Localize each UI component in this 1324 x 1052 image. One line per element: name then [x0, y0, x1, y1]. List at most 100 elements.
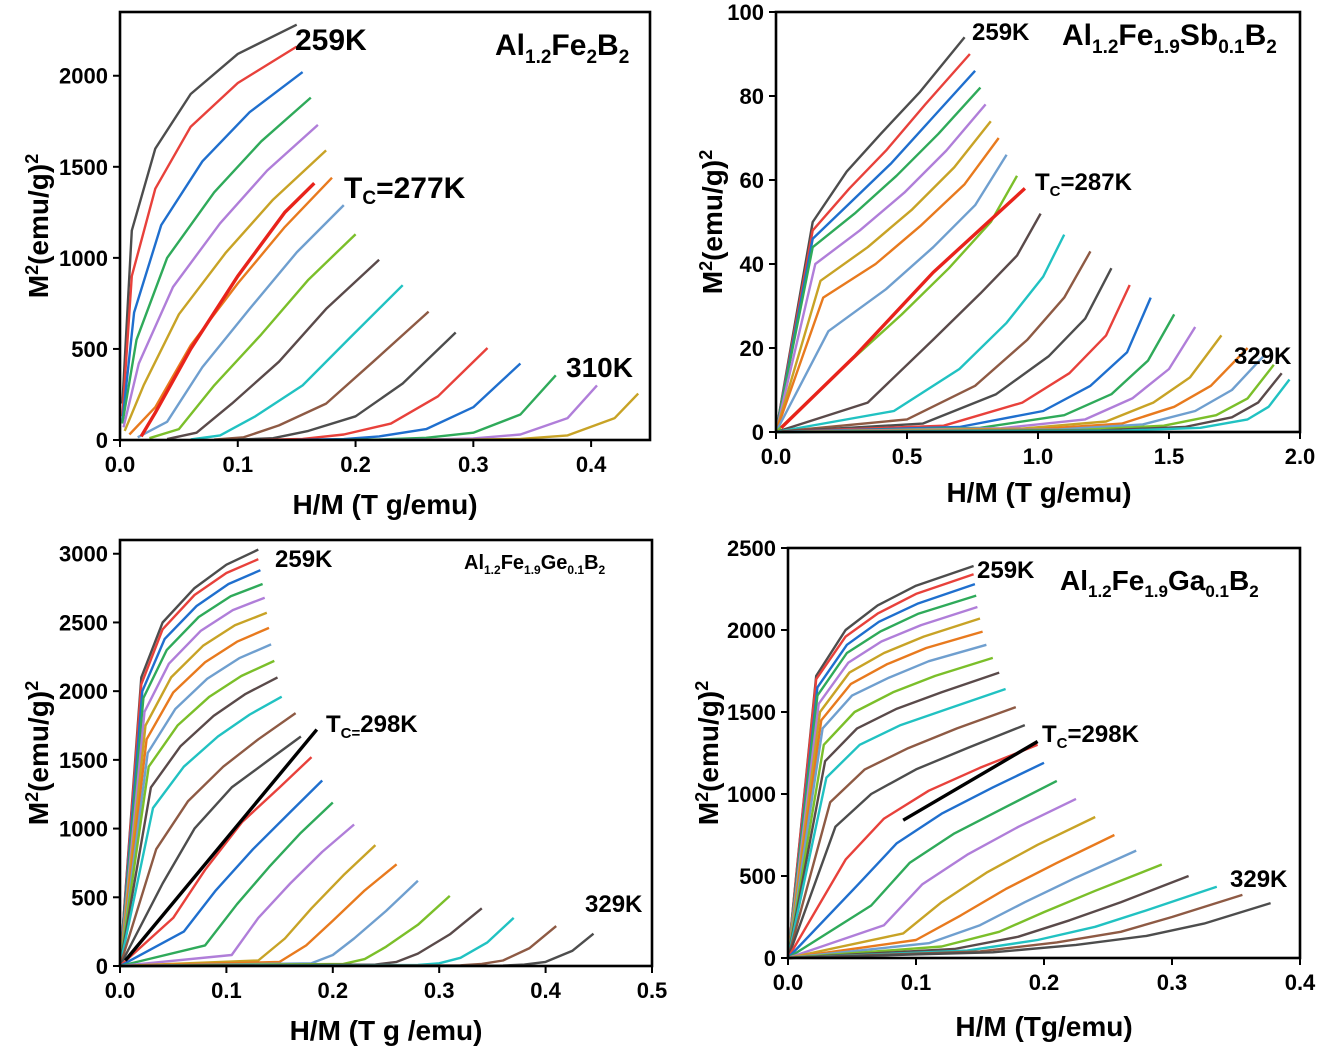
x-tick-label: 0.4 [576, 452, 607, 477]
x-tick-label: 0.0 [761, 444, 792, 469]
series-line-13 [118, 735, 302, 967]
x-axis-label: H/M (T g/emu) [946, 477, 1131, 508]
panel-4: 0.0 0.1 0.2 0.3 0.4 0 500 1000 1500 2000 2500 H/M (… [692, 536, 1316, 1042]
panel-2: 0.0 0.5 1.0 1.5 2.0 0 20 40 60 80 100 H/M (T g/emu)… [696, 0, 1315, 508]
x-tick-label: 1.0 [1023, 444, 1054, 469]
series-line-17 [119, 823, 355, 968]
series-line-7 [774, 137, 1000, 433]
tc-label: TC=277K [344, 172, 466, 209]
y-tick-label: 2500 [59, 610, 108, 635]
series-line-23 [119, 917, 515, 968]
series-line-20 [787, 849, 1137, 960]
series-line-16 [119, 801, 334, 968]
series-line-9 [149, 233, 357, 440]
tc-line [780, 187, 1027, 430]
series-line-10 [166, 258, 380, 441]
y-tick-label: 0 [96, 954, 108, 979]
y-tick-label: 1000 [727, 782, 776, 807]
y-axis-label: M2(emu/g)2 [22, 681, 54, 825]
temp-high-label: 329K [1230, 866, 1288, 893]
series-line-6 [786, 617, 981, 959]
series-line-5 [774, 103, 987, 433]
series-line-8 [774, 154, 1008, 433]
temp-low-label: 259K [275, 546, 333, 573]
x-tick-label: 2.0 [1285, 444, 1316, 469]
y-tick-label: 2000 [59, 679, 108, 704]
x-axis-label: H/M (T g /emu) [290, 1015, 483, 1046]
temp-low-label: 259K [977, 557, 1035, 584]
x-tick-label: 0.0 [105, 452, 136, 477]
temp-high-label: 310K [566, 352, 633, 383]
plot-frame [786, 546, 1302, 960]
series-line-16 [787, 779, 1058, 960]
y-tick-label: 1500 [59, 748, 108, 773]
series-line-5 [118, 596, 266, 967]
series-line-17 [787, 797, 1077, 960]
panel-3: 0.0 0.1 0.2 0.3 0.4 0.5 0 500 1000 1500 2000 2500 30… [22, 538, 667, 1046]
x-tick-label: 0.2 [340, 452, 371, 477]
x-tick-label: 1.5 [1154, 444, 1185, 469]
x-tick-label: 0.4 [530, 978, 561, 1003]
x-tick-label: 0.3 [458, 452, 489, 477]
series-line-22 [775, 372, 1283, 434]
series-line-4 [786, 594, 977, 959]
series-line-2 [786, 573, 974, 959]
temp-low-label: 259K [972, 19, 1030, 46]
y-tick-label: 2000 [59, 64, 108, 89]
x-tick-label: 0.5 [892, 444, 923, 469]
series-line-10 [786, 671, 1000, 959]
series-line-12 [786, 705, 1017, 959]
series-line-2 [774, 53, 971, 433]
x-tick-label: 0.2 [318, 978, 349, 1003]
series-line-3 [774, 69, 976, 433]
y-tick-label: 500 [739, 864, 776, 889]
series-line-22 [787, 874, 1190, 960]
series-line-2 [121, 45, 298, 417]
composition-label: Al1.2Fe2B2 [495, 29, 629, 68]
series-line-6 [123, 149, 327, 432]
x-tick-label: 0.4 [1285, 970, 1316, 995]
series-line-11 [775, 234, 1066, 434]
temp-high-label: 329K [585, 891, 643, 918]
series-line-15 [787, 761, 1045, 959]
series-line-7 [786, 630, 983, 959]
composition-label: Al1.2Fe1.9Sb0.1B2 [1062, 19, 1277, 58]
series-line-11 [118, 695, 283, 967]
series-line-18 [787, 815, 1096, 960]
series-line-13 [786, 723, 1026, 959]
series-line-7 [118, 626, 270, 967]
y-tick-label: 0 [752, 420, 764, 445]
composition-label: Al1.2Fe1.9Ge0.1B2 [464, 552, 606, 577]
y-tick-label: 60 [740, 168, 764, 193]
tc-label: TC=298K [1042, 721, 1140, 752]
y-tick-label: 20 [740, 336, 764, 361]
tc-line [139, 181, 316, 438]
series-line-1 [121, 23, 298, 404]
x-tick-label: 0.1 [211, 978, 242, 1003]
series-line-8 [137, 204, 345, 439]
series-line-19 [787, 833, 1115, 960]
series-line-12 [775, 250, 1092, 434]
series-line-5 [786, 605, 978, 959]
series-line-8 [786, 643, 987, 959]
y-tick-label: 0 [96, 428, 108, 453]
x-axis-label: H/M (Tg/emu) [955, 1011, 1132, 1042]
x-tick-label: 0.1 [222, 452, 253, 477]
series-line-9 [786, 656, 994, 959]
x-tick-label: 0.3 [1157, 970, 1188, 995]
series-line-3 [121, 71, 304, 422]
y-tick-label: 80 [740, 84, 764, 109]
x-tick-label: 0.0 [105, 978, 136, 1003]
tc-line [123, 728, 319, 962]
series-line-14 [119, 756, 313, 967]
y-tick-label: 1000 [59, 817, 108, 842]
series-line-18 [119, 844, 377, 968]
plot-frame [118, 10, 652, 442]
composition-label: Al1.2Fe1.9Ga0.1B2 [1060, 565, 1259, 601]
y-tick-label: 2000 [727, 618, 776, 643]
series-line-2 [118, 558, 259, 967]
series-line-21 [787, 863, 1163, 960]
y-tick-label: 0 [764, 946, 776, 971]
y-axis-label: M2(emu/g)2 [696, 150, 728, 294]
tc-label: TC=298K [326, 711, 418, 742]
